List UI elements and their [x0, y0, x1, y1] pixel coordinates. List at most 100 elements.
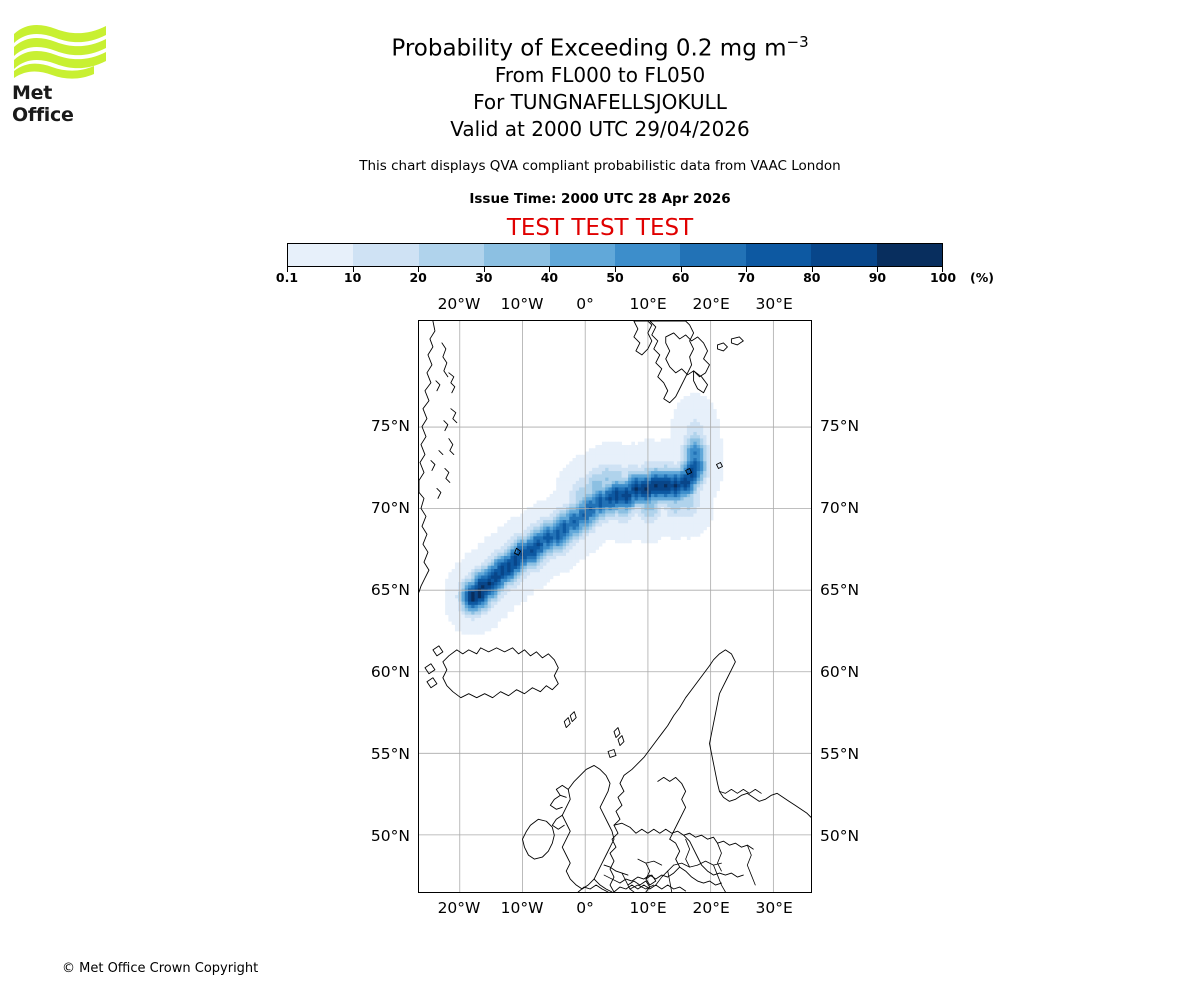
plume-cell — [497, 572, 502, 576]
plume-cell — [690, 490, 694, 495]
plume-cell — [686, 454, 691, 459]
plume-cell — [637, 444, 642, 449]
plume-cell — [690, 526, 694, 531]
plume-cell — [523, 533, 528, 537]
plume-cell — [696, 500, 701, 505]
plume-cell — [575, 497, 580, 501]
plume-cell — [673, 500, 678, 505]
plume-cell — [605, 520, 609, 524]
plume-cell — [490, 555, 495, 560]
plume-cell — [693, 402, 698, 407]
plume-cell — [608, 471, 613, 475]
plume-cell — [588, 549, 593, 554]
plume-cell — [601, 448, 606, 452]
plume-cell — [530, 562, 534, 567]
plume-cell — [490, 559, 495, 563]
plume-cell — [513, 595, 518, 599]
plume-cell — [677, 500, 681, 505]
plume-cell — [497, 568, 502, 573]
plume-cell — [595, 513, 600, 518]
plume-cell — [706, 503, 711, 508]
plume-cell — [549, 516, 554, 521]
plume-cell — [533, 526, 537, 531]
plume-cell — [595, 516, 600, 521]
plume-cell — [628, 467, 632, 472]
plume-cell — [546, 539, 551, 544]
plume-cell — [556, 503, 560, 508]
plume-cell — [703, 471, 707, 475]
plume-cell — [523, 513, 528, 518]
plume-cell — [546, 536, 551, 541]
plume-cell — [559, 484, 564, 488]
plume-cell — [471, 559, 475, 563]
plume-cell — [719, 474, 724, 479]
plume-cell — [572, 461, 577, 465]
plume-cell — [552, 520, 557, 524]
plume-cell — [536, 536, 541, 541]
plume-cell — [696, 513, 701, 518]
plume-cell — [660, 487, 665, 492]
plume-cell — [579, 471, 583, 475]
plume-cell — [543, 536, 547, 541]
plume-cell — [468, 630, 472, 635]
plume-cell — [477, 565, 482, 570]
plume-cell — [657, 493, 662, 498]
plume-cell — [539, 529, 544, 534]
plume-cell — [585, 497, 590, 501]
plume-cell — [608, 529, 613, 534]
plume-cell — [497, 529, 502, 534]
plume-cell — [526, 578, 531, 583]
plume-cell — [673, 480, 678, 485]
plume-cell — [654, 526, 658, 531]
plume-cell — [507, 578, 511, 583]
plume-cell — [598, 480, 603, 485]
plume-cell — [588, 529, 593, 534]
plume-cell — [575, 458, 580, 462]
plume-cell — [572, 471, 577, 475]
plume-cell — [507, 601, 511, 606]
plume-cell — [556, 542, 560, 547]
plume-cell — [510, 601, 515, 606]
plume-cell — [628, 539, 632, 544]
plume-cell — [628, 493, 632, 498]
plume-cell — [637, 471, 642, 475]
plume-cell — [579, 484, 583, 488]
plume-cell — [693, 405, 698, 410]
plume-cell — [513, 598, 518, 602]
plume-cell — [644, 533, 649, 537]
plume-cell — [621, 461, 626, 465]
plume-cell — [719, 444, 724, 449]
plume-cell — [716, 418, 720, 423]
plume-cell — [569, 555, 573, 560]
plume-cell — [664, 480, 668, 485]
plume-cell — [611, 503, 616, 508]
map-plot-area[interactable] — [418, 320, 812, 893]
plume-cell — [673, 474, 678, 479]
plume-cell — [572, 480, 577, 485]
plume-cell — [709, 484, 714, 488]
plume-cell — [709, 503, 714, 508]
plume-cell — [615, 513, 619, 518]
plume-cell — [713, 418, 717, 423]
plume-cell — [637, 523, 642, 527]
plume-cell — [549, 575, 554, 580]
plume-cell — [582, 510, 586, 514]
plume-cell — [634, 493, 639, 498]
plume-cell — [559, 539, 564, 544]
plume-cell — [481, 614, 485, 619]
plume-cell — [631, 480, 635, 485]
plume-cell — [445, 611, 449, 616]
plume-cell — [673, 490, 678, 495]
plume-cell — [716, 451, 720, 456]
plume-cell — [490, 552, 495, 557]
plume-cell — [637, 529, 642, 534]
plume-cell — [484, 578, 488, 583]
plume-cell — [490, 624, 495, 629]
plume-cell — [549, 493, 554, 498]
plume-cell — [667, 533, 671, 537]
plume-cell — [680, 487, 684, 492]
plume-cell — [484, 585, 488, 589]
plume-cell — [637, 464, 642, 469]
plume-cell — [569, 523, 573, 527]
plume-cell — [696, 415, 701, 420]
